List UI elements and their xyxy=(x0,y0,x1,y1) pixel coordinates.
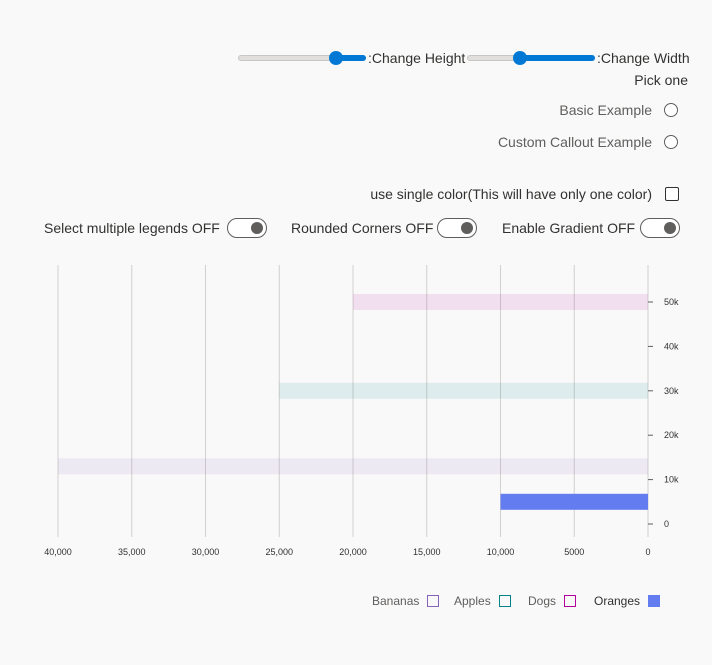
height-slider-fill xyxy=(336,55,366,61)
y-tick-label: 10k xyxy=(664,475,679,485)
legend-label: Bananas xyxy=(372,594,420,608)
radio-group-label: Pick one xyxy=(634,72,688,88)
x-tick-label: 0 xyxy=(645,547,650,557)
toggle-knob xyxy=(664,222,676,234)
y-tick-label: 20k xyxy=(664,430,679,440)
legend-swatch xyxy=(427,595,440,607)
radio-basic-example-label: Basic Example xyxy=(559,102,652,118)
toggle-legends-label: Select multiple legends OFF xyxy=(44,220,220,236)
legend-swatch xyxy=(648,595,661,607)
toggle-gradient-label: Enable Gradient OFF xyxy=(502,220,636,236)
x-tick-label: 25,000 xyxy=(265,547,293,557)
legend-label: Oranges xyxy=(594,594,641,608)
legend-label: Apples xyxy=(454,594,491,608)
radio-custom-callout-label: Custom Callout Example xyxy=(497,134,652,150)
toggle-rounded-label: Rounded Corners OFF xyxy=(291,220,434,236)
height-slider-thumb[interactable] xyxy=(329,51,344,65)
legend-item-apples[interactable]: Apples xyxy=(454,592,511,610)
x-tick-label: 5000 xyxy=(564,547,584,557)
x-tick-label: 35,000 xyxy=(118,547,146,557)
toggle-enable-gradient[interactable] xyxy=(640,218,680,238)
x-tick-label: 20,000 xyxy=(339,547,367,557)
height-slider[interactable] xyxy=(238,49,366,69)
single-color-label: use single color(This will have only one… xyxy=(370,186,652,202)
legend-swatch xyxy=(564,595,577,607)
toggle-knob xyxy=(251,222,263,234)
toggle-multiple-legends[interactable] xyxy=(227,218,267,238)
bar-bananas xyxy=(58,458,648,475)
single-color-checkbox[interactable] xyxy=(665,187,679,201)
radio-custom-callout-example[interactable] xyxy=(664,135,678,149)
x-tick-label: 15,000 xyxy=(413,547,441,557)
legend-swatch xyxy=(498,595,511,607)
width-slider-fill xyxy=(519,55,595,61)
x-tick-label: 40,000 xyxy=(44,547,72,557)
width-slider[interactable] xyxy=(467,49,595,69)
legend-item-oranges[interactable]: Oranges xyxy=(594,592,661,610)
bar-oranges xyxy=(500,493,648,510)
bar-apples xyxy=(279,382,648,399)
x-tick-label: 10,000 xyxy=(487,547,515,557)
y-tick-label: 0 xyxy=(664,519,669,529)
y-tick-label: 40k xyxy=(664,341,679,351)
toggle-knob xyxy=(461,222,473,234)
y-tick-label: 30k xyxy=(664,386,679,396)
legend-item-dogs[interactable]: Dogs xyxy=(528,592,577,610)
bar-dogs xyxy=(353,294,648,310)
width-slider-thumb[interactable] xyxy=(512,51,527,65)
legend-item-bananas[interactable]: Bananas xyxy=(372,592,440,610)
y-tick-label: 50k xyxy=(664,297,679,307)
width-slider-label: :Change Width xyxy=(597,50,690,66)
toggle-rounded-corners[interactable] xyxy=(437,218,477,238)
legend-label: Dogs xyxy=(528,594,557,608)
horizontal-bar-chart: 40,000 35,000 30,000 25,000 20,000 15,000 10,0… xyxy=(44,265,679,557)
radio-basic-example[interactable] xyxy=(664,103,678,117)
x-tick-label: 30,000 xyxy=(192,547,220,557)
height-slider-label: :Change Height xyxy=(368,50,466,66)
